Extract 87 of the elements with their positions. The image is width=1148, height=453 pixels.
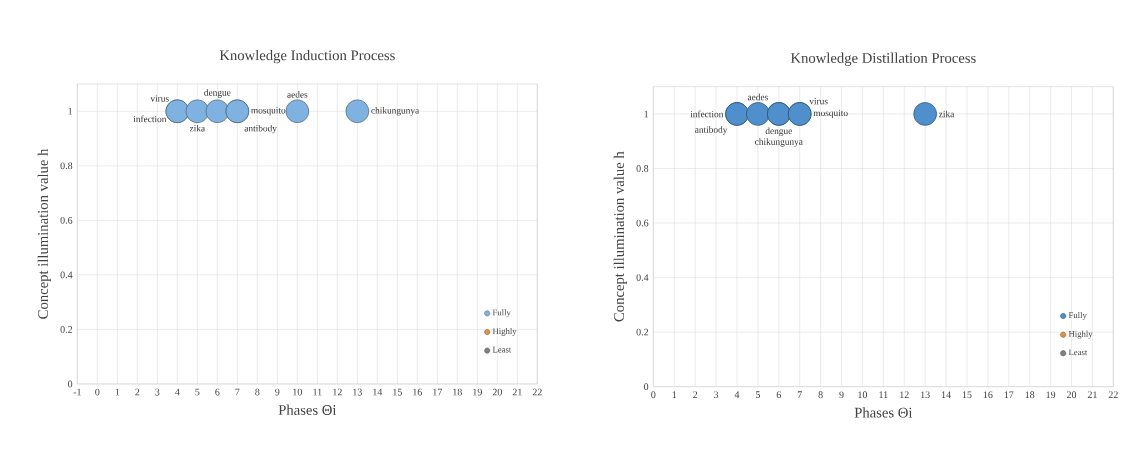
y-axis-title: Concept illumination value h xyxy=(37,148,51,319)
x-tick-label: 6 xyxy=(776,391,781,398)
x-tick-label: 21 xyxy=(512,388,522,396)
x-tick-label: 0 xyxy=(95,388,100,396)
x-tick-label: 17 xyxy=(433,388,443,396)
x-tick-label: 13 xyxy=(353,388,362,396)
x-tick-label: 9 xyxy=(275,388,280,396)
x-tick-label: 1 xyxy=(672,391,677,398)
x-tick-label: 5 xyxy=(755,391,760,398)
x-tick-label: 16 xyxy=(413,388,423,396)
annotation: aedes xyxy=(747,93,768,101)
y-tick-label: 0.2 xyxy=(60,325,73,333)
legend-label: Fully xyxy=(1068,311,1087,320)
x-tick-label: 10 xyxy=(858,391,868,398)
x-axis-title: Phases Θi xyxy=(854,407,913,418)
legend-label: Least xyxy=(492,346,512,353)
x-tick-label: 12 xyxy=(333,388,342,396)
annotation: antibody xyxy=(244,124,277,134)
x-tick-label: 3 xyxy=(714,391,719,398)
x-tick-label: 20 xyxy=(1066,391,1077,398)
x-tick-label: 22 xyxy=(532,388,542,396)
x-tick-label: 18 xyxy=(1025,391,1035,398)
x-tick-label: 4 xyxy=(734,391,740,398)
x-tick-label: 15 xyxy=(393,388,402,396)
x-tick-label: -1 xyxy=(73,388,81,396)
x-tick-label: 15 xyxy=(962,391,972,398)
chart-title: Knowledge Distillation Process xyxy=(790,52,976,66)
x-tick-label: 3 xyxy=(155,388,160,396)
chart-title: Knowledge Induction Process xyxy=(219,49,395,64)
x-tick-label: 20 xyxy=(492,388,502,396)
x-tick-label: 11 xyxy=(879,391,888,398)
x-tick-label: 4 xyxy=(175,388,180,396)
x-tick-label: 22 xyxy=(1108,391,1118,398)
x-tick-label: 19 xyxy=(1046,391,1056,398)
legend-label: Highly xyxy=(492,327,517,336)
x-tick-label: 21 xyxy=(1087,391,1097,398)
y-tick-label: 0.2 xyxy=(636,328,649,336)
y-tick-label: 0.4 xyxy=(636,274,649,281)
legend-label: Least xyxy=(1068,349,1088,355)
annotation: dengue xyxy=(204,89,231,98)
annotation: chikungunya xyxy=(755,138,803,147)
annotation: zika xyxy=(189,124,205,132)
x-tick-label: 0 xyxy=(651,391,656,398)
x-tick-label: 12 xyxy=(900,391,909,398)
annotation: zika xyxy=(939,110,955,118)
x-tick-label: 14 xyxy=(941,391,951,398)
legend-label: Fully xyxy=(492,309,511,318)
annotation: chikungunya xyxy=(371,106,420,116)
x-tick-label: 7 xyxy=(797,391,802,398)
x-tick-label: 2 xyxy=(693,391,698,398)
x-tick-label: 1 xyxy=(115,388,120,396)
annotation: mosquito xyxy=(813,109,848,118)
x-tick-label: 5 xyxy=(195,388,200,396)
annotation: virus xyxy=(809,97,828,105)
x-tick-label: 8 xyxy=(818,391,823,398)
y-tick-label: 1 xyxy=(644,110,649,118)
annotation: aedes xyxy=(287,90,308,98)
x-tick-label: 17 xyxy=(1004,391,1014,398)
x-tick-label: 8 xyxy=(255,388,260,396)
x-tick-label: 16 xyxy=(983,391,993,398)
x-tick-label: 7 xyxy=(235,388,240,396)
y-tick-label: 0.8 xyxy=(636,164,649,172)
x-tick-label: 14 xyxy=(373,388,383,396)
x-tick-label: 19 xyxy=(473,388,482,396)
x-tick-label: 9 xyxy=(839,391,844,398)
x-tick-label: 6 xyxy=(215,388,220,396)
x-tick-label: 13 xyxy=(921,391,930,398)
y-tick-label: 0 xyxy=(68,380,73,388)
annotation: dengue xyxy=(765,127,792,136)
y-axis-title: Concept illumination value h xyxy=(613,151,627,322)
annotation: mosquito xyxy=(251,107,286,116)
x-tick-label: 18 xyxy=(453,388,462,396)
y-tick-label: 0.4 xyxy=(60,271,73,279)
y-tick-label: 0.8 xyxy=(60,162,73,170)
y-tick-label: 0.6 xyxy=(60,216,73,224)
legend-label: Highly xyxy=(1068,330,1093,339)
x-axis-title: Phases Θi xyxy=(278,404,337,415)
x-tick-label: 11 xyxy=(313,388,322,396)
annotation: infection xyxy=(690,110,724,118)
x-tick-label: 10 xyxy=(293,388,302,396)
y-tick-label: 0.6 xyxy=(636,219,649,227)
x-tick-label: 2 xyxy=(135,388,140,396)
annotation: antibody xyxy=(695,126,728,135)
annotation: infection xyxy=(133,115,167,123)
y-tick-label: 0 xyxy=(644,383,649,390)
annotation: virus xyxy=(150,95,169,102)
y-tick-label: 1 xyxy=(68,107,73,115)
